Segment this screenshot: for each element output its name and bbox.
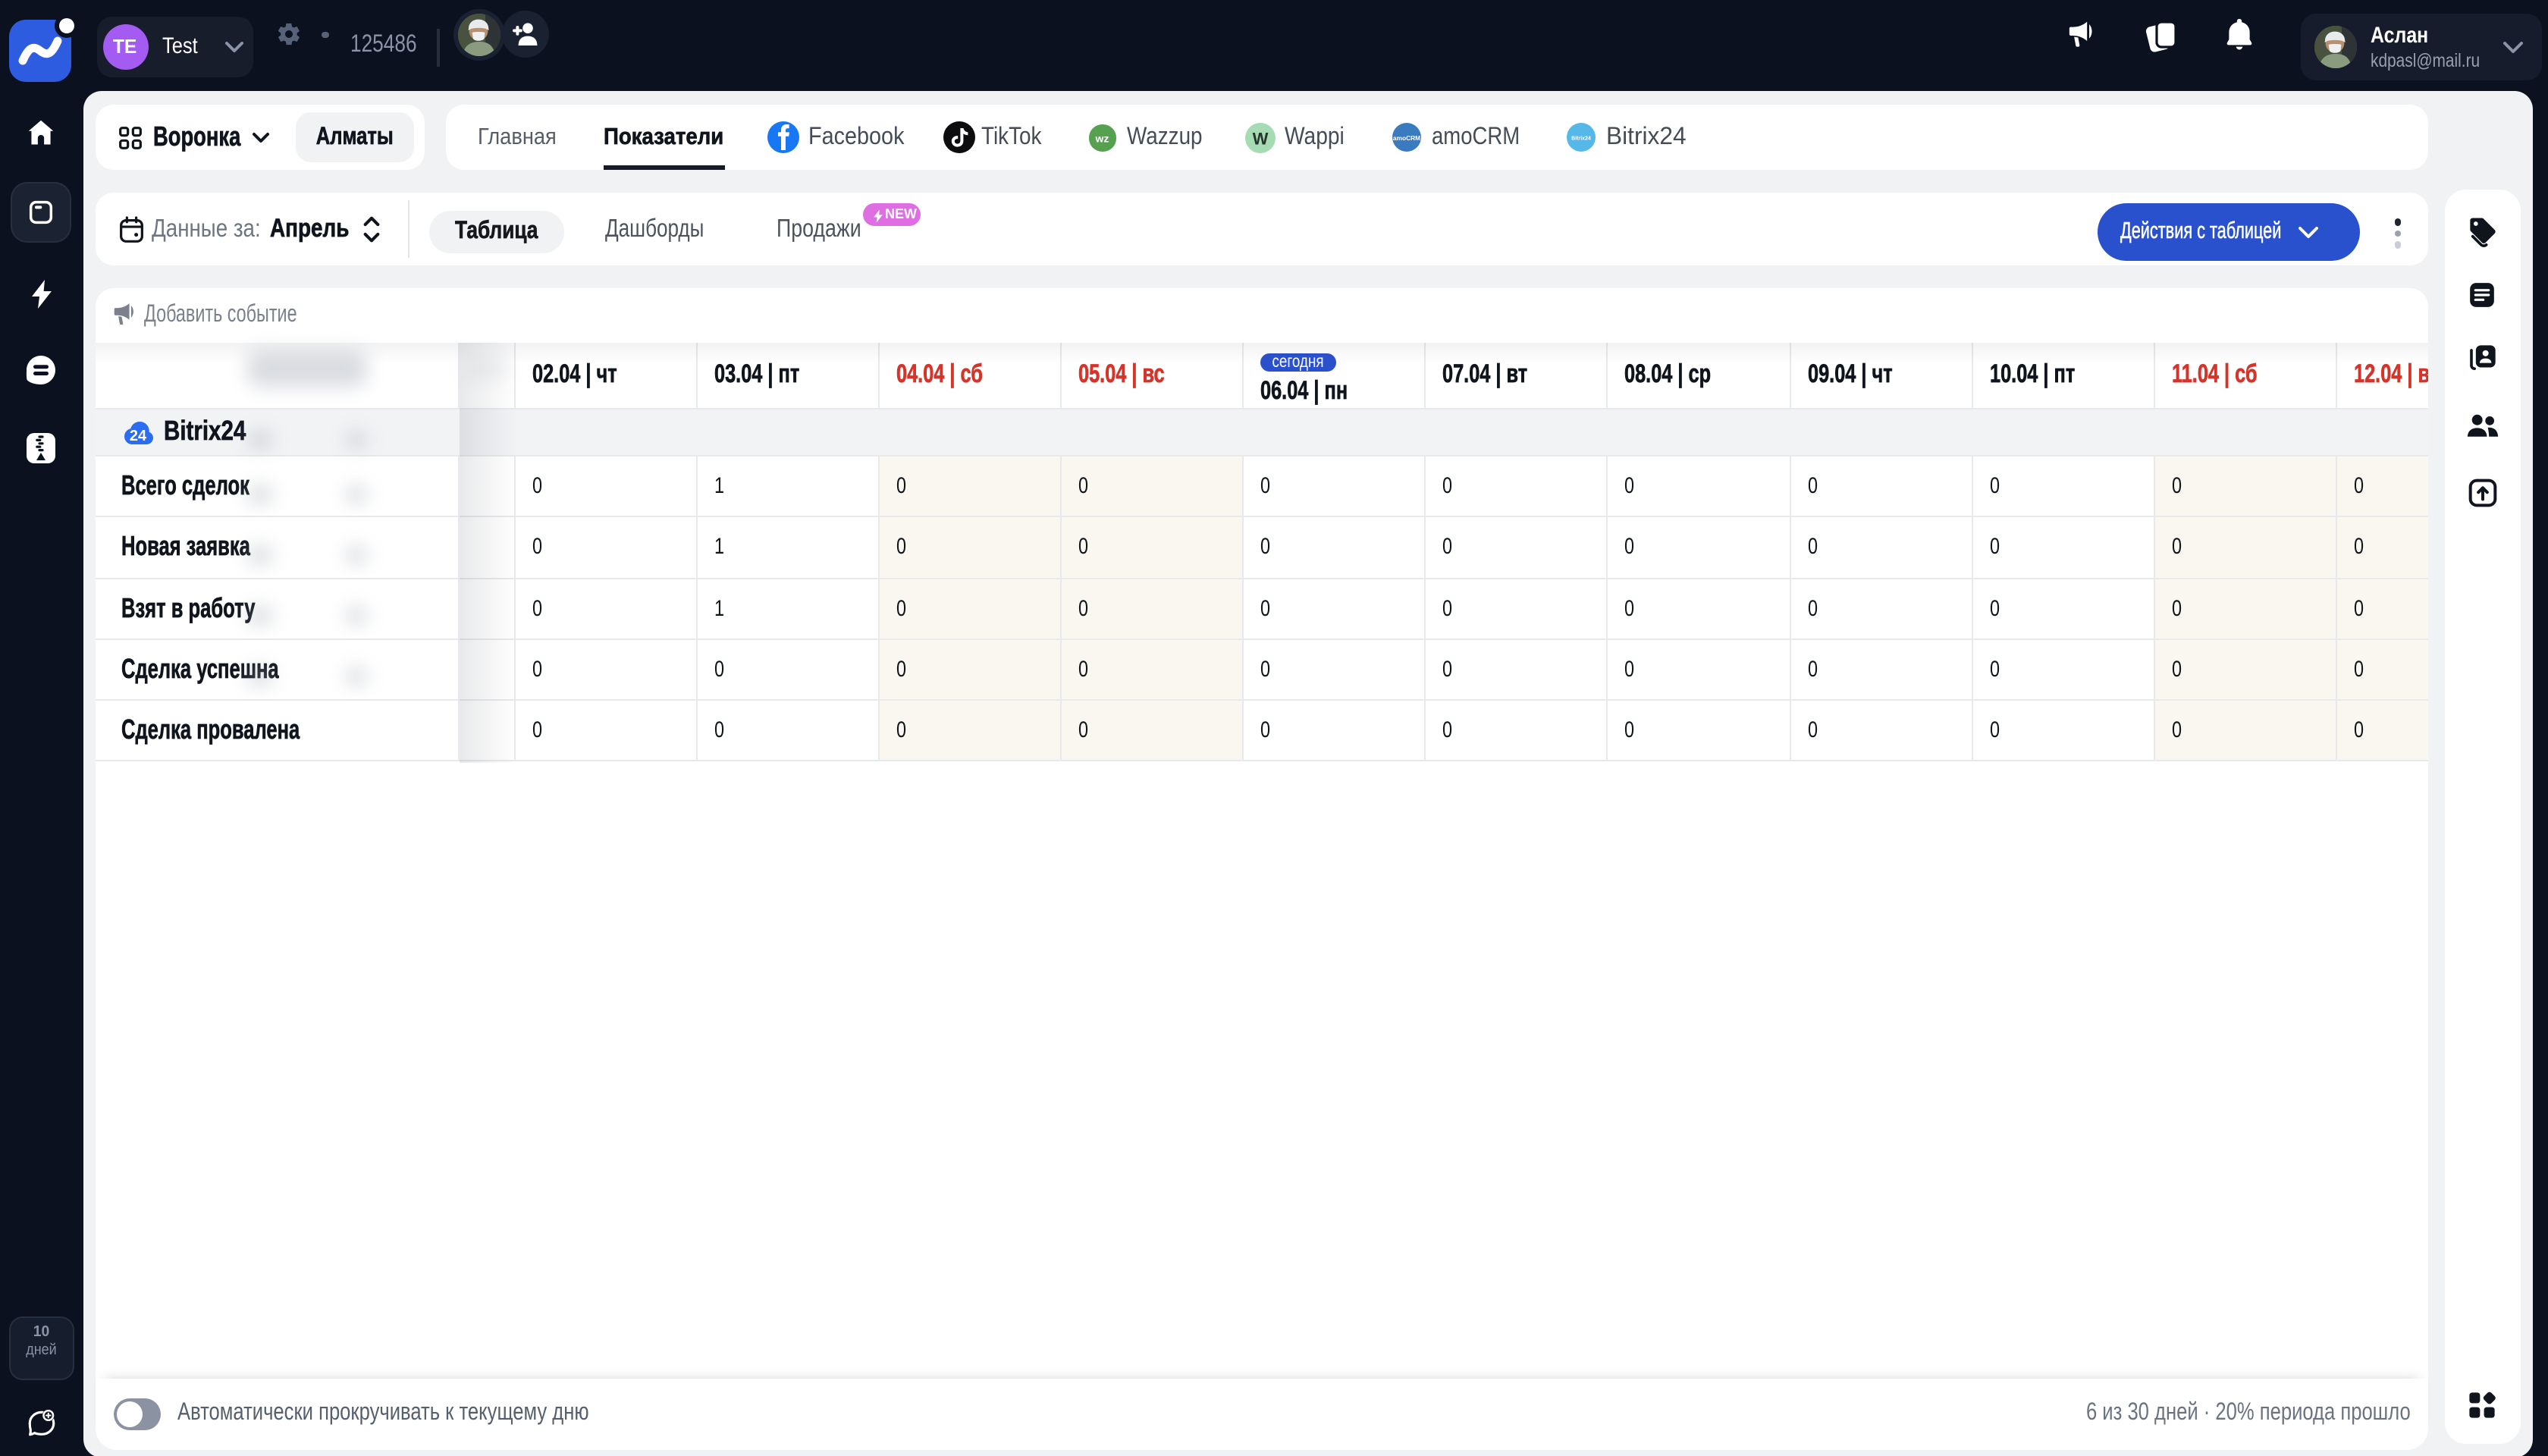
svg-text:24: 24 [130, 428, 147, 444]
svg-text:amoCRM: amoCRM [1392, 134, 1420, 142]
svg-text:Bitrix24: Bitrix24 [1571, 136, 1590, 142]
svg-text:wz: wz [1095, 133, 1109, 145]
svg-text:W: W [1253, 128, 1269, 147]
